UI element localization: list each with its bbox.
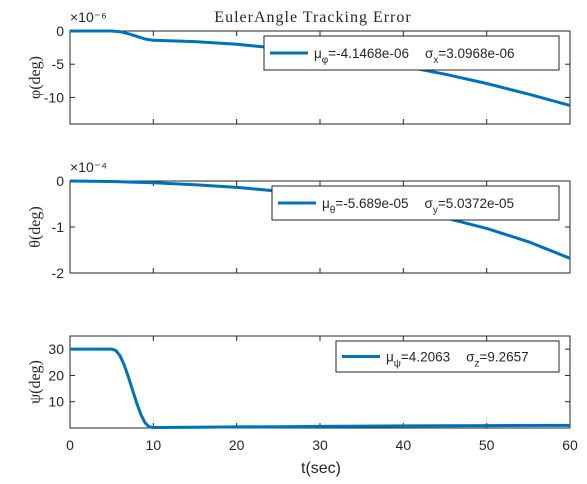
legend-sigma-symbol: σ xyxy=(425,196,434,211)
legend-box xyxy=(271,185,560,221)
y-axis-label: θ(deg) xyxy=(27,206,44,247)
series-line xyxy=(70,29,571,107)
y-tick-label: 20 xyxy=(48,367,64,383)
y-tick-label: 10 xyxy=(48,394,64,410)
x-tick-label: 60 xyxy=(562,437,578,453)
x-tick-label: 30 xyxy=(312,437,328,453)
y-exponent-label: ×10⁻⁶ xyxy=(70,9,107,25)
subplot-2: 0 -1 -2 ×10⁻⁴ θ(deg) μθ=-5.689e-05 σy=5.0372e-… xyxy=(27,159,571,281)
legend-text: μφ=-4.1468e-06 σx=3.0968e-06 xyxy=(314,46,515,66)
series-line xyxy=(70,347,571,429)
legend-text: μψ=4.2063 σz=9.2657 xyxy=(386,350,529,370)
legend-mu-subscript: φ xyxy=(322,55,329,66)
legend-sigma-symbol: σ xyxy=(425,46,434,61)
x-tick-label: 10 xyxy=(146,437,162,453)
legend-mu-symbol: μ xyxy=(386,350,394,365)
legend-mu-value: =-5.689e-05 xyxy=(335,196,408,211)
legend-sigma-value: =9.2657 xyxy=(479,350,528,365)
figure-title: EulerAngle Tracking Error xyxy=(214,9,411,26)
x-tick-label: 40 xyxy=(396,437,412,453)
legend-sigma-symbol: σ xyxy=(466,350,475,365)
x-tick-label: 20 xyxy=(229,437,245,453)
legend-sigma-subscript: x xyxy=(433,55,438,66)
x-tick-label: 0 xyxy=(66,437,74,453)
legend-mu-subscript: θ xyxy=(330,205,336,216)
y-exponent-label: ×10⁻⁴ xyxy=(70,159,107,175)
y-tick-label: -5 xyxy=(52,56,65,72)
y-tick-label: -10 xyxy=(44,89,64,105)
legend-mu-value: =4.2063 xyxy=(401,350,450,365)
legend-sigma-value: =5.0372e-05 xyxy=(438,196,514,211)
y-tick-label: -1 xyxy=(52,219,65,235)
y-tick-label: 0 xyxy=(56,23,64,39)
x-axis-label: t(sec) xyxy=(301,460,341,477)
legend-mu-subscript: ψ xyxy=(394,359,401,370)
legend: μψ=4.2063 σz=9.2657 xyxy=(335,340,560,373)
x-tick-label: 50 xyxy=(479,437,495,453)
y-tick-label: 30 xyxy=(48,341,64,357)
y-tick-label: 0 xyxy=(56,173,64,189)
legend-sigma-subscript: y xyxy=(433,205,438,216)
y-axis-label: φ(deg) xyxy=(27,56,44,99)
y-tick-label: -2 xyxy=(52,265,65,281)
y-axis-label: ψ(deg) xyxy=(27,360,44,404)
legend-mu-value: =-4.1468e-06 xyxy=(328,46,409,61)
legend-text: μθ=-5.689e-05 σy=5.0372e-05 xyxy=(322,196,514,216)
legend: μθ=-5.689e-05 σy=5.0372e-05 xyxy=(271,185,560,221)
subplot-1: 0 -5 -10 ×10⁻⁶ φ(deg) μφ=-4.1468e-06 σx=3.0968… xyxy=(27,9,571,125)
legend-mu-symbol: μ xyxy=(314,46,322,61)
legend: μφ=-4.1468e-06 σx=3.0968e-06 xyxy=(263,35,560,71)
legend-box xyxy=(263,35,560,71)
legend-mu-symbol: μ xyxy=(322,196,330,211)
legend-sigma-value: =3.0968e-06 xyxy=(438,46,514,61)
legend-sigma-subscript: z xyxy=(474,359,479,370)
subplots: 0-5-10×10⁻⁶φ(deg)μφ=-4.1468e-06 σx=3.0968… xyxy=(27,9,578,453)
